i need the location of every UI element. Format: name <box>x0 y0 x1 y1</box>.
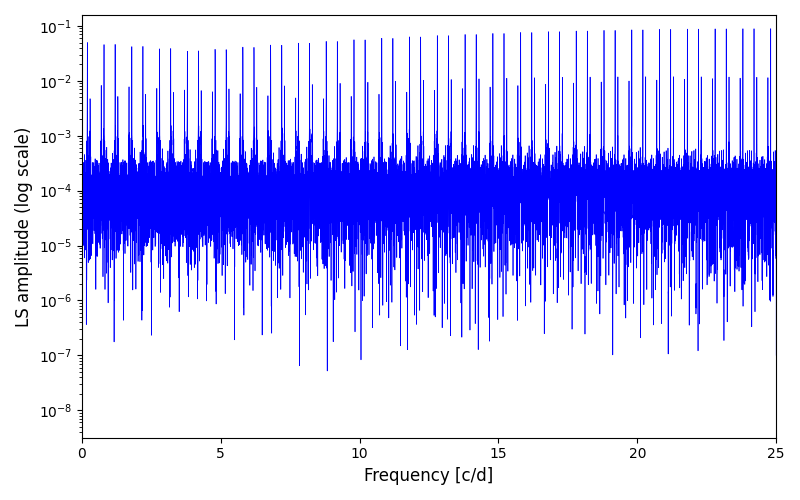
Y-axis label: LS amplitude (log scale): LS amplitude (log scale) <box>15 126 33 326</box>
X-axis label: Frequency [c/d]: Frequency [c/d] <box>364 467 494 485</box>
